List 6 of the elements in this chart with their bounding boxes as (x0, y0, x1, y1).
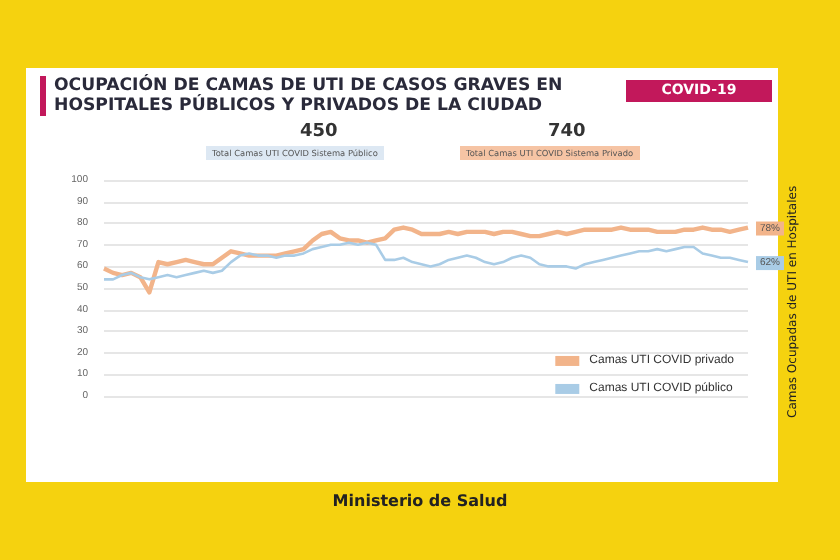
text: 740 (548, 122, 586, 142)
text: 450 (300, 122, 338, 142)
text: Ministerio de Salud (330, 492, 510, 510)
line-series (101, 225, 751, 295)
line-series (102, 241, 750, 281)
chart-title: OCUPACIÓN DE CAMAS DE UTI DE CASOS GRAVES EN HOSPITALES PÚBLICOS Y PRIVADOS DE LA CIUDAD (40, 76, 634, 116)
